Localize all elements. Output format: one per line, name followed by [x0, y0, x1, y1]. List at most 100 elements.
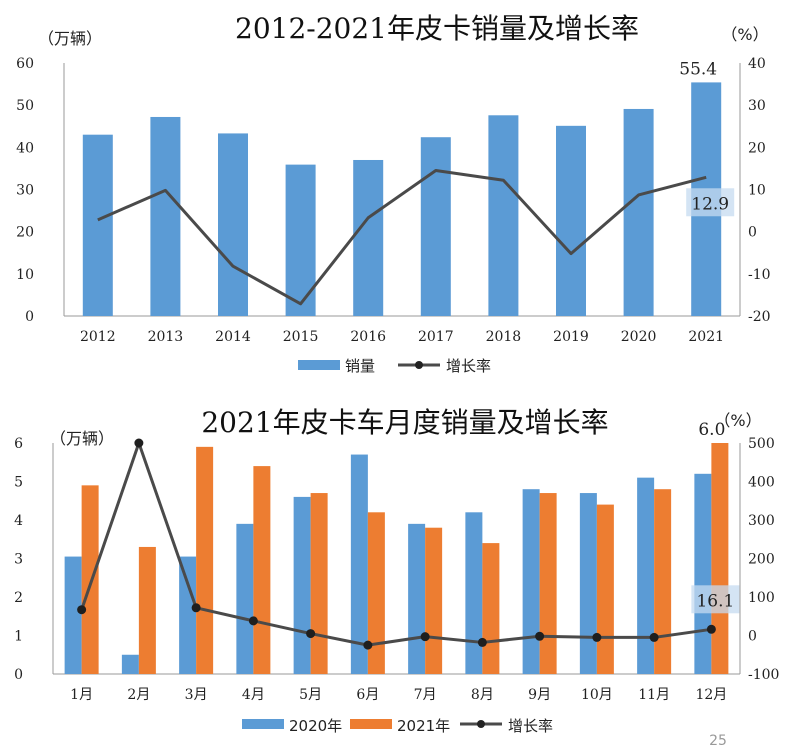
x-tick-label: 8月 [471, 687, 494, 703]
x-tick-label: 9月 [528, 687, 551, 703]
legend-swatch-sales [298, 360, 340, 370]
y2-tick-label: -20 [748, 309, 771, 325]
point-growth-9月 [535, 631, 545, 641]
chart2-y-unit: （万辆） [50, 429, 114, 448]
chart2-y2-unit: （%） [714, 411, 761, 430]
bar-销量-2016 [353, 159, 384, 316]
legend-label-growth: 增长率 [446, 357, 491, 375]
bar-2020年-5月 [293, 496, 311, 674]
y-tick-label: 40 [16, 140, 34, 156]
chart1-legend: 销量 增长率 [298, 357, 491, 375]
x-tick-label: 2月 [127, 687, 150, 703]
bar-2021年-8月 [482, 543, 500, 674]
bar-2021年-10月 [596, 504, 614, 674]
bar-销量-2015 [285, 164, 316, 316]
bar-2021年-4月 [253, 466, 271, 674]
bar-2020年-9月 [522, 489, 540, 674]
y2-tick-label: 30 [748, 98, 766, 114]
page-number: 25 [709, 733, 727, 749]
y-tick-label: 10 [16, 267, 34, 283]
point-growth-7月 [420, 632, 430, 642]
legend-swatch-2020 [242, 719, 284, 729]
chart2-legend: 2020年 2021年 增长率 [242, 717, 553, 735]
bar-销量-2014 [218, 133, 248, 316]
x-tick-label: 4月 [242, 687, 265, 703]
x-tick-label: 2015 [283, 329, 319, 345]
x-tick-label: 2014 [215, 329, 251, 345]
x-tick-label: 2013 [148, 329, 184, 345]
y2-tick-label: -100 [748, 667, 779, 683]
chart-sales-yearly: 2012-2021年皮卡销量及增长率 （万辆） （%） 0 10 20 30 40 50 6… [16, 12, 770, 375]
y2-tick-label: 0 [748, 225, 757, 241]
bar-2021年-6月 [367, 512, 385, 674]
bar-2021年-9月 [539, 493, 557, 674]
data-label-bar-9: 55.4 [679, 59, 717, 79]
bar-销量-2020 [623, 108, 654, 316]
point-growth-6月 [363, 640, 373, 650]
bar-2021年-12月 [711, 443, 729, 674]
y-tick-label: 60 [16, 56, 34, 72]
point-growth-12月 [706, 624, 716, 634]
y-tick-label: 0 [25, 309, 34, 325]
point-growth-2月 [134, 438, 144, 448]
point-growth-8月 [477, 637, 487, 647]
y-tick-label: 5 [14, 475, 23, 491]
bar-销量-2019 [556, 125, 586, 316]
bar-销量-2012 [82, 134, 113, 316]
y2-tick-label: 40 [748, 56, 766, 72]
bar-2020年-4月 [236, 523, 254, 674]
x-tick-label: 10月 [581, 687, 613, 703]
y-tick-label: 6 [14, 436, 23, 452]
y-tick-label: 0 [14, 667, 23, 683]
y2-tick-label: 200 [748, 552, 775, 568]
x-tick-label: 12月 [695, 687, 727, 703]
bar-2020年-1月 [64, 556, 82, 674]
y2-tick-label: 0 [748, 629, 757, 645]
x-tick-label: 2012 [80, 329, 116, 345]
line-growth-rate [97, 169, 707, 306]
point-growth-10月 [592, 632, 602, 642]
legend-marker-growth [415, 361, 423, 369]
point-growth-4月 [248, 616, 258, 626]
y-tick-label: 2 [14, 590, 23, 606]
x-tick-label: 5月 [299, 687, 322, 703]
bar-2021年-5月 [310, 493, 328, 674]
bar-2020年-7月 [408, 523, 426, 674]
legend-swatch-2021 [350, 719, 392, 729]
y-tick-label: 50 [16, 98, 34, 114]
line-growth-rate [80, 441, 712, 647]
x-tick-label: 7月 [414, 687, 437, 703]
bar-2020年-2月 [121, 654, 139, 674]
chart1-y-unit: （万辆） [38, 29, 102, 48]
y-tick-label: 30 [16, 183, 34, 199]
legend-label-growth-2: 增长率 [508, 717, 553, 735]
y2-tick-label: -10 [748, 267, 771, 283]
legend-label-2020: 2020年 [289, 717, 342, 735]
bar-2021年-1月 [81, 485, 99, 674]
bar-2021年-11月 [654, 489, 672, 674]
x-tick-label: 11月 [638, 687, 670, 703]
bar-2020年-6月 [350, 454, 368, 674]
y-tick-label: 20 [16, 225, 34, 241]
x-tick-label: 2018 [486, 329, 522, 345]
x-tick-label: 2019 [553, 329, 589, 345]
x-tick-label: 1月 [70, 687, 93, 703]
chart1-title: 2012-2021年皮卡销量及增长率 [235, 12, 639, 45]
point-growth-1月 [77, 605, 87, 615]
point-growth-11月 [649, 632, 659, 642]
point-growth-5月 [306, 629, 316, 639]
bar-2020年-12月 [694, 473, 712, 674]
y-tick-label: 1 [14, 629, 23, 645]
y2-tick-label: 100 [748, 590, 775, 606]
y2-tick-label: 20 [748, 140, 766, 156]
legend-label-2021: 2021年 [397, 717, 450, 735]
bar-销量-2017 [420, 137, 451, 316]
legend-label-sales: 销量 [345, 357, 375, 375]
bar-2021年-2月 [138, 546, 156, 674]
bar-2020年-8月 [465, 512, 483, 674]
data-label-line-9: 12.9 [691, 194, 729, 214]
x-tick-label: 2020 [621, 329, 657, 345]
bar-销量-2013 [150, 116, 181, 317]
data-label-box [691, 585, 740, 614]
